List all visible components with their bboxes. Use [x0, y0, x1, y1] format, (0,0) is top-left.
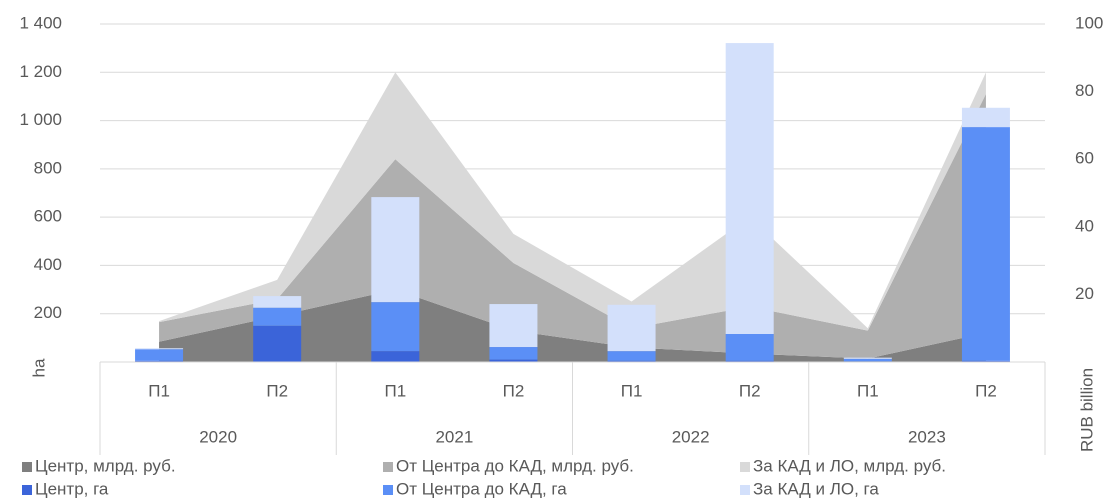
bar [253, 296, 302, 308]
y2-tick-label: 60 [1075, 149, 1094, 168]
y-axis-title: ha [29, 358, 48, 377]
bar [725, 43, 774, 334]
bar [607, 351, 656, 361]
x-tick-label: П1 [148, 381, 170, 400]
area [159, 93, 986, 359]
bar [843, 357, 892, 359]
group-label: 2020 [199, 427, 237, 446]
bar [253, 307, 302, 326]
group-label: 2022 [672, 427, 710, 446]
x-tick-label: П2 [975, 381, 997, 400]
legend-label: За КАД и ЛО, га [753, 479, 879, 498]
legend-swatch [383, 462, 393, 472]
bar [843, 358, 892, 362]
y-tick-label: 1 400 [19, 13, 62, 32]
legend-label: От Центра до КАД, млрд. руб. [396, 456, 634, 475]
bar [961, 360, 1010, 362]
area [159, 289, 986, 362]
bar [371, 351, 420, 362]
bar [725, 333, 774, 361]
x-tick-label: П1 [384, 381, 406, 400]
bar [725, 360, 774, 362]
y-tick-label: 1 200 [19, 62, 62, 81]
legend-label: Центр, млрд. руб. [35, 456, 176, 475]
bar [961, 107, 1010, 128]
bar [607, 360, 656, 362]
bar [489, 359, 538, 362]
legend-swatch [383, 485, 393, 495]
legend-label: За КАД и ЛО, млрд. руб. [753, 456, 946, 475]
bar [489, 304, 538, 348]
group-label: 2023 [908, 427, 946, 446]
y2-tick-label: 20 [1075, 284, 1094, 303]
bar [371, 197, 420, 303]
bar [135, 360, 184, 362]
x-tick-label: П1 [857, 381, 879, 400]
y2-axis-title: RUB billion [1077, 368, 1096, 452]
y-tick-label: 400 [34, 255, 62, 274]
y-tick-label: 800 [34, 158, 62, 177]
x-tick-label: П1 [621, 381, 643, 400]
legend-label: Центр, га [35, 479, 109, 498]
y2-tick-label: 100 [1075, 13, 1103, 32]
y2-tick-label: 80 [1075, 81, 1094, 100]
legend-swatch [22, 462, 32, 472]
y-tick-label: 1 000 [19, 110, 62, 129]
legend-swatch [740, 485, 750, 495]
x-tick-label: П2 [503, 381, 525, 400]
y-tick-label: 600 [34, 207, 62, 226]
bar [135, 348, 184, 350]
bar [489, 347, 538, 360]
legend-swatch [22, 485, 32, 495]
bar [961, 127, 1010, 361]
bar [607, 304, 656, 352]
bar [371, 302, 420, 352]
x-tick-label: П2 [739, 381, 761, 400]
area [159, 72, 986, 331]
y-tick-label: 200 [34, 303, 62, 322]
bar [135, 349, 184, 361]
y2-tick-label: 40 [1075, 216, 1094, 235]
bar [253, 325, 302, 362]
group-label: 2021 [435, 427, 473, 446]
legend-label: От Центра до КАД, га [396, 479, 567, 498]
x-tick-label: П2 [266, 381, 288, 400]
legend-swatch [740, 462, 750, 472]
